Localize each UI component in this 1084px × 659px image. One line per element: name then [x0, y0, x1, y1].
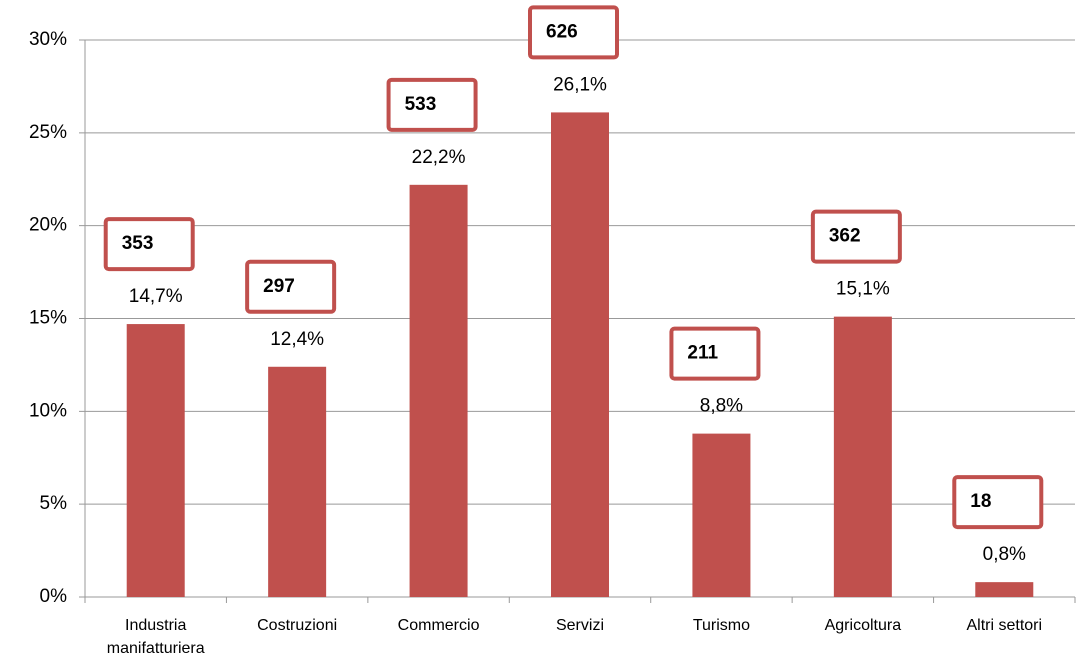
bar — [833, 316, 892, 597]
x-tick-label: Turismo — [693, 617, 750, 634]
y-tick-label: 30% — [29, 29, 67, 50]
count-label: 18 — [970, 491, 991, 512]
x-tick-label: Commercio — [398, 617, 480, 634]
count-box — [810, 209, 902, 264]
y-tick-label: 5% — [40, 493, 68, 514]
y-tick-label: 15% — [29, 308, 67, 329]
x-tick-label: Industria manifatturiera — [107, 617, 205, 657]
value-label: 12,4% — [270, 329, 324, 350]
bar — [551, 112, 609, 597]
count-box — [528, 5, 619, 60]
count-box — [245, 259, 337, 314]
value-label: 26,1% — [553, 74, 607, 95]
count-label: 533 — [405, 94, 437, 115]
count-box — [386, 77, 478, 132]
value-label: 22,2% — [412, 147, 466, 168]
value-label: 14,7% — [129, 286, 183, 307]
count-box — [103, 217, 195, 272]
bar — [692, 433, 751, 597]
bar — [126, 324, 185, 597]
x-tick-label: Servizi — [556, 617, 604, 634]
count-label: 362 — [829, 226, 861, 247]
bar — [268, 366, 327, 597]
y-tick-label: 0% — [40, 586, 68, 607]
count-label: 297 — [263, 276, 295, 297]
y-tick-label: 20% — [29, 215, 67, 236]
count-label: 626 — [546, 21, 578, 42]
bar — [975, 582, 1034, 597]
count-box — [952, 475, 1044, 530]
value-label: 15,1% — [836, 279, 890, 300]
x-tick-label: Agricoltura — [825, 617, 902, 634]
y-tick-label: 25% — [29, 122, 67, 143]
x-tick-label: Altri settori — [966, 617, 1042, 634]
count-label: 353 — [122, 233, 154, 254]
count-box — [669, 326, 761, 381]
bar — [409, 184, 468, 597]
x-tick-label: Costruzioni — [257, 617, 337, 634]
value-label: 8,8% — [700, 396, 743, 417]
count-label: 211 — [687, 343, 718, 364]
value-label: 0,8% — [983, 544, 1026, 565]
y-tick-label: 10% — [29, 400, 67, 421]
